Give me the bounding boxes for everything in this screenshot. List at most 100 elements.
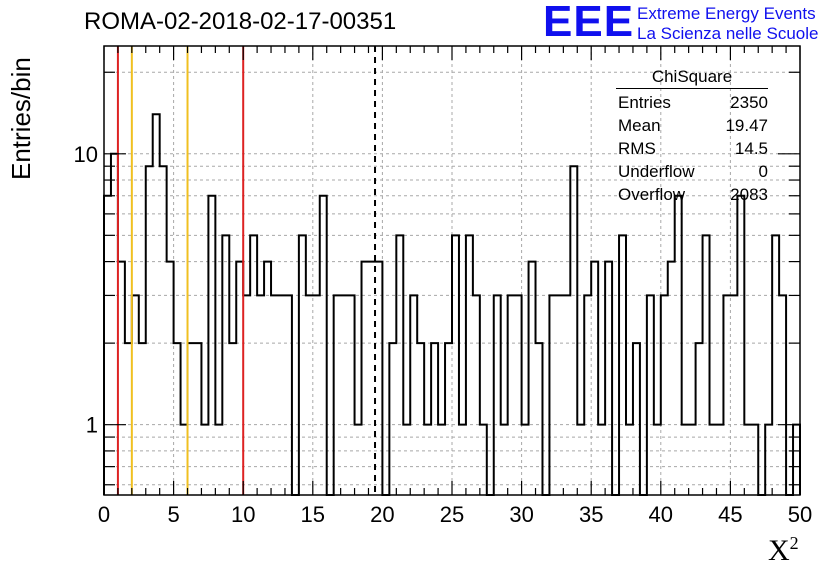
histogram-bin [348, 295, 355, 495]
histogram-bin [153, 114, 160, 495]
stats-box: ChiSquare Entries 2350 Mean 19.47 RMS 14.5 … [612, 66, 772, 206]
histogram-bin [243, 295, 250, 495]
histogram-bin [215, 425, 222, 495]
x-axis-label-main: X [768, 534, 790, 567]
histogram-bin [160, 166, 167, 495]
stats-row-rms: RMS 14.5 [612, 137, 772, 160]
x-axis-label-superscript: 2 [789, 533, 799, 553]
histogram-bin [598, 425, 605, 495]
logo-line-1: Extreme Energy Events [637, 4, 816, 23]
histogram-bin [556, 295, 563, 495]
eee-logo: EEE Extreme Energy Events La Scienza nel… [543, 0, 833, 46]
histogram-bin [563, 295, 570, 495]
histogram-bin [682, 425, 689, 495]
histogram-bin [201, 425, 208, 495]
histogram-bin [355, 425, 362, 495]
stats-value: 14.5 [734, 139, 768, 158]
histogram-bin [689, 425, 696, 495]
histogram-bin [222, 235, 229, 495]
histogram-bin [626, 425, 633, 495]
x-tick-label: 15 [301, 502, 325, 527]
x-tick-label: 5 [167, 502, 179, 527]
histogram-bin [723, 295, 730, 495]
histogram-bin [403, 425, 410, 495]
stats-label: RMS [618, 139, 656, 158]
histogram-bin [341, 295, 348, 495]
x-tick-label: 10 [231, 502, 255, 527]
stats-value: 2350 [730, 93, 768, 112]
histogram-bin [661, 295, 668, 495]
histogram-bin [751, 425, 758, 495]
histogram-bin [334, 295, 341, 495]
histogram-bin [466, 235, 473, 495]
histogram-bin [452, 235, 459, 495]
vertical-marker-lines [116, 46, 377, 495]
histogram-bin [730, 295, 737, 495]
histogram-bin [257, 295, 264, 495]
x-tick-label: 40 [649, 502, 673, 527]
histogram-bin [278, 295, 285, 495]
histogram-bin [431, 343, 438, 495]
axis-ticks [103, 46, 801, 495]
stats-row-mean: Mean 19.47 [612, 114, 772, 137]
histogram-bin [515, 295, 522, 495]
histogram-bin [494, 295, 501, 495]
histogram-bin [208, 196, 215, 495]
x-tick-label: 50 [788, 502, 812, 527]
histogram-bin [716, 425, 723, 495]
histogram-bin [264, 262, 271, 495]
histogram-bin [417, 343, 424, 495]
stats-row-entries: Entries 2350 [612, 91, 772, 114]
histogram-bin [570, 166, 577, 495]
histogram-bin [285, 295, 292, 495]
stats-label: Overflow [618, 185, 686, 204]
y-tick-label: 1 [86, 413, 98, 438]
histogram-bin [501, 425, 508, 495]
histogram-bin [375, 262, 382, 495]
histogram-bin [549, 295, 556, 495]
histogram-bin [362, 262, 369, 495]
stats-label: Mean [618, 116, 661, 135]
histogram-bin [118, 262, 125, 495]
histogram-bin [125, 343, 132, 495]
tick-labels: 0 5 10 15 20 25 30 35 40 45 50 1 10 [74, 142, 813, 527]
histogram-bin [174, 343, 181, 495]
histogram-bin [584, 295, 591, 495]
histogram-bin [396, 235, 403, 495]
histogram-bin [194, 343, 201, 495]
histogram-bin [424, 425, 431, 495]
histogram-bin [668, 262, 675, 495]
histogram-bin [647, 295, 654, 495]
x-tick-label: 0 [98, 502, 110, 527]
histogram-bin [577, 425, 584, 495]
histogram-bin [480, 425, 487, 495]
logo-mark: EEE [543, 0, 635, 46]
histogram-bin [473, 295, 480, 495]
stats-value: 19.47 [725, 116, 768, 135]
histogram-bin [710, 425, 717, 495]
x-axis-label: X2 [768, 533, 799, 568]
histogram-bin [236, 262, 243, 495]
histogram-bin [320, 196, 327, 495]
histogram-bin [181, 425, 188, 495]
histogram-bin [111, 154, 118, 495]
histogram-bin [445, 343, 452, 495]
histogram-bin [188, 343, 195, 495]
histogram-bin [313, 295, 320, 495]
x-tick-label: 20 [370, 502, 394, 527]
stats-value: 2083 [730, 185, 768, 204]
histogram-bin [765, 425, 772, 495]
histogram-bin [389, 343, 396, 495]
histogram-bin [529, 262, 536, 495]
stats-row-underflow: Underflow 0 [612, 160, 772, 183]
histogram-bars [103, 113, 801, 496]
x-tick-label: 35 [579, 502, 603, 527]
histogram-bin [250, 235, 257, 495]
histogram-bin [772, 235, 779, 495]
histogram-bin [229, 343, 236, 495]
x-tick-label: 30 [509, 502, 533, 527]
histogram-bin [619, 235, 626, 495]
stats-title: ChiSquare [616, 66, 768, 89]
histogram-bin [633, 343, 640, 495]
